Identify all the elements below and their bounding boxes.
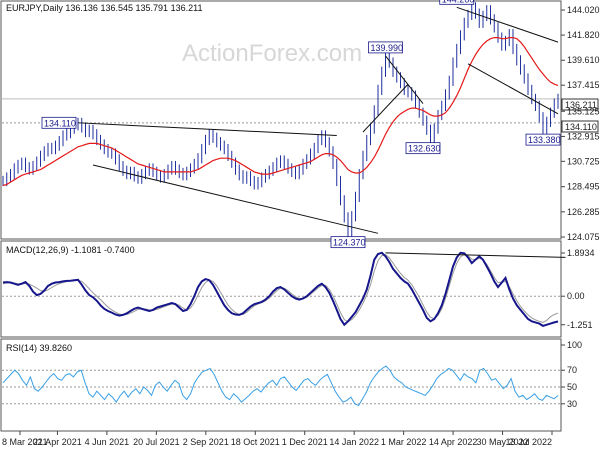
price-ytick-label: 132.915 <box>567 131 600 141</box>
rsi-ytick-label: 50 <box>567 382 577 392</box>
rsi-ytick-label: 70 <box>567 365 577 375</box>
price-panel-frame <box>0 0 562 240</box>
x-tick-label: 14 Jan 2022 <box>329 437 379 447</box>
price-header: EURJPY,Daily 136.136 136.545 135.791 136… <box>6 3 202 13</box>
x-tick-label: 14 Apr 2022 <box>429 437 478 447</box>
header-timeframe: Daily <box>43 3 64 13</box>
price-ytick-label: 137.415 <box>567 80 600 90</box>
x-tick-label: 1 Dec 2021 <box>282 437 328 447</box>
trendline-3 <box>362 83 409 133</box>
price-ytick-label: 128.495 <box>567 182 600 192</box>
support-box <box>561 120 599 133</box>
price-ytick-label: 135.125 <box>567 106 600 116</box>
trendline-1 <box>92 164 379 234</box>
rsi-ytick-label: 100 <box>567 340 582 350</box>
callout-box <box>368 41 403 54</box>
price-ytick-label: 141.820 <box>567 30 600 40</box>
callout-box <box>330 236 366 249</box>
current-price-box <box>561 98 599 111</box>
macd-ytick-label: 0.00 <box>567 291 585 301</box>
x-tick-label: 2 Sep 2021 <box>183 437 229 447</box>
price-ytick-label: 139.610 <box>567 55 600 65</box>
macd-header: MACD(12,26,9) -1.1081 -0.7400 <box>6 245 135 255</box>
callout-label: 124.370 <box>333 238 366 248</box>
header-close: 136.211 <box>171 3 203 13</box>
header-symbol: EURJPY <box>6 3 42 13</box>
x-tick-label: 20 Jul 2021 <box>133 437 180 447</box>
price-axis-markers: 136.211 134.110 <box>561 98 599 133</box>
price-ytick-label: 126.285 <box>567 207 600 217</box>
macd-ytick-label: 1.8934 <box>567 248 595 258</box>
header-low: 135.791 <box>136 3 169 13</box>
callout-label: 139.990 <box>371 43 404 53</box>
callout-label: 132.630 <box>408 144 441 154</box>
macd-panel-frame <box>0 240 562 338</box>
callout-label: 144.260 <box>442 0 475 4</box>
macd-line <box>2 251 559 327</box>
price-ytick-label: 144.020 <box>567 5 600 15</box>
price-ytick-label: 124.075 <box>567 232 600 242</box>
header-high: 136.545 <box>100 3 133 13</box>
callout-label: 134.110 <box>44 118 76 128</box>
support-label: 134.110 <box>565 122 597 132</box>
rsi-header: RSI(14) 39.8260 <box>6 343 72 353</box>
callout-box <box>525 133 561 146</box>
x-tick-label: 21 Apr 2021 <box>33 437 82 447</box>
x-tick-label: 4 Jun 2021 <box>85 437 130 447</box>
rsi-panel-frame <box>0 338 562 432</box>
x-tick-label: 30 May 2022 <box>477 437 529 447</box>
trendline-2 <box>385 55 424 104</box>
macd-ytick-label: -1.251 <box>567 320 593 330</box>
x-tick-label: 18 Oct 2021 <box>231 437 280 447</box>
rsi-line <box>2 365 559 407</box>
x-tick-label: 8 Mar 2021 <box>2 437 48 447</box>
callout-box <box>439 0 475 5</box>
moving-average-line <box>2 36 559 187</box>
trendline-0 <box>77 122 337 136</box>
x-tick-label: 13 Jul 2022 <box>505 437 552 447</box>
callout-label: 133.380 <box>528 135 561 145</box>
macd-trendline <box>385 252 566 258</box>
callout-box <box>405 142 441 155</box>
trendline-4 <box>456 6 559 43</box>
x-tick-label: 1 Mar 2022 <box>381 437 427 447</box>
header-open: 136.136 <box>65 3 98 13</box>
watermark-text: ActionForex.com <box>182 40 362 67</box>
trendline-5 <box>467 63 559 115</box>
rsi-ytick-label: 30 <box>567 399 577 409</box>
current-price-label: 136.211 <box>565 100 597 110</box>
price-ytick-label: 130.725 <box>567 156 600 166</box>
callout-box <box>41 116 77 129</box>
